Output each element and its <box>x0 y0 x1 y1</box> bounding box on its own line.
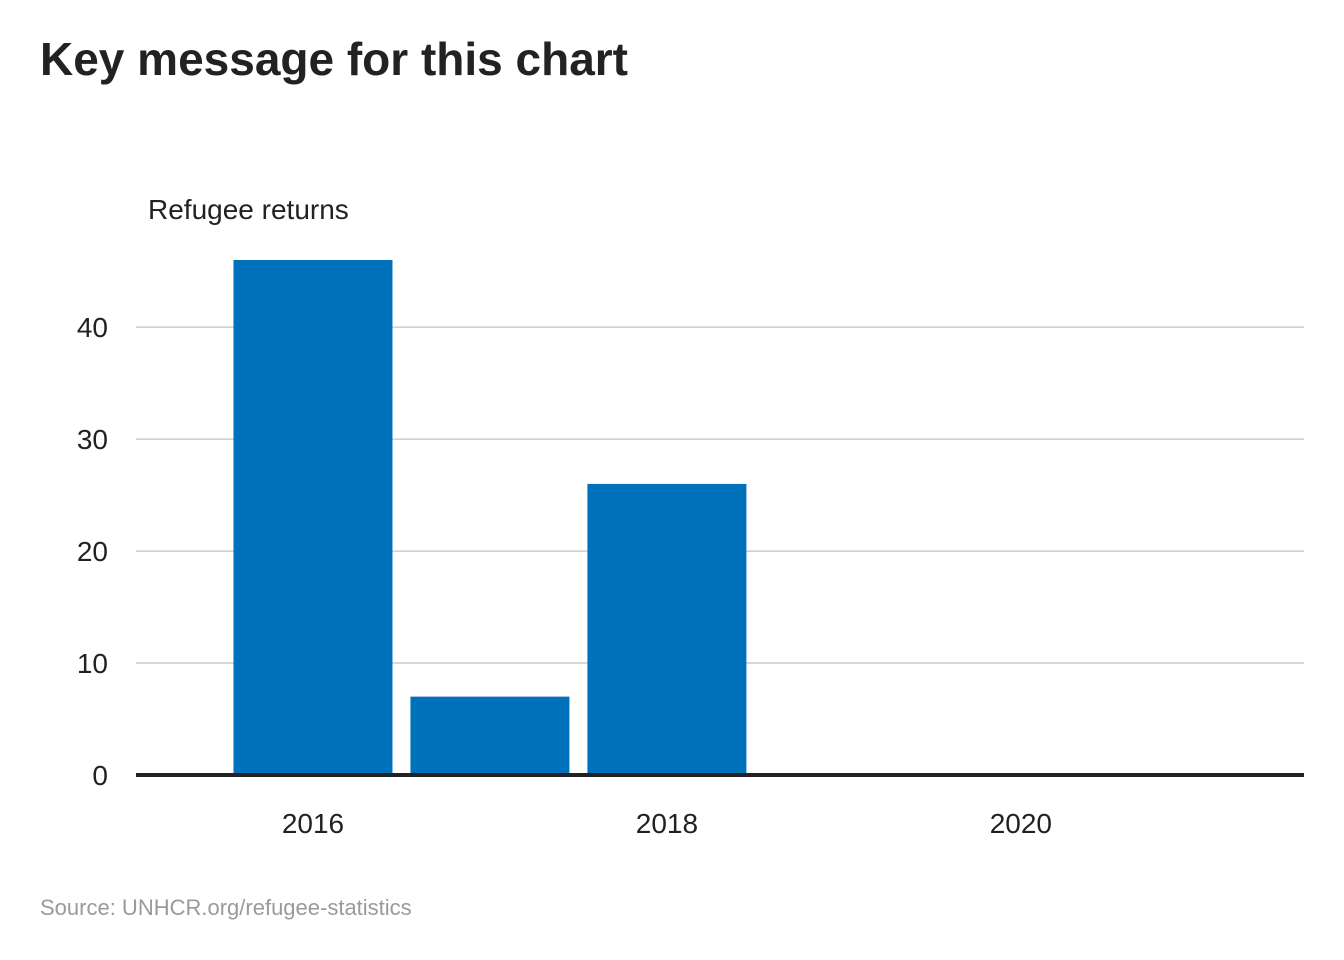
y-axis-title: Refugee returns <box>148 194 349 225</box>
source-note: Source: UNHCR.org/refugee-statistics <box>40 895 412 920</box>
bar-2016 <box>233 260 393 775</box>
bars <box>233 260 747 775</box>
y-tick-label: 30 <box>77 424 108 455</box>
x-tick-label: 2020 <box>990 808 1052 839</box>
y-tick-labels: 0 10 20 30 40 <box>77 312 108 791</box>
bar-2017 <box>410 696 570 775</box>
x-tick-label: 2018 <box>636 808 698 839</box>
chart-title: Key message for this chart <box>40 33 629 85</box>
y-tick-label: 40 <box>77 312 108 343</box>
y-tick-label: 0 <box>92 760 108 791</box>
y-tick-label: 10 <box>77 648 108 679</box>
x-tick-labels: 2016 2018 2020 <box>282 808 1052 839</box>
y-tick-label: 20 <box>77 536 108 567</box>
x-tick-label: 2016 <box>282 808 344 839</box>
bar-2018 <box>587 483 747 775</box>
